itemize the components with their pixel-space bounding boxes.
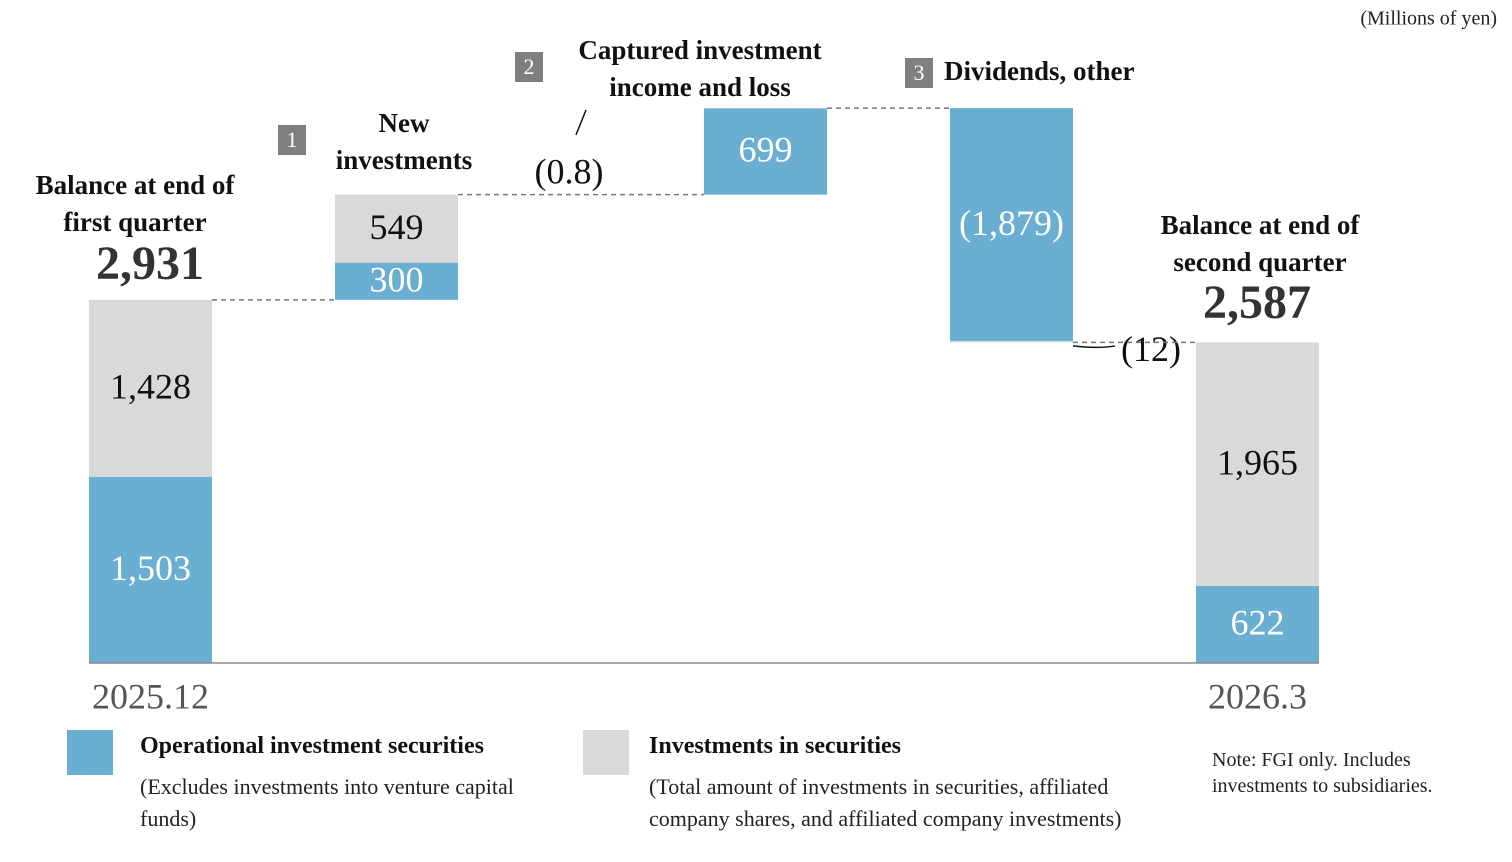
legend-description: (Excludes investments into venture capit… [140,774,514,831]
value-label: 1,428 [110,367,191,407]
column-title: Dividends, other [944,56,1135,86]
legend-swatch [583,730,629,775]
step-number: 2 [524,54,535,79]
value-label: 699 [739,130,793,170]
column-title: Balance at end of first quarter [35,170,235,237]
step-number: 1 [287,127,298,152]
bar-segment [335,194,458,263]
x-tick-label: 2026.3 [1208,676,1307,716]
bar-segment [950,108,1073,341]
value-label: (12) [1121,329,1181,369]
bar-segment [1196,342,1319,586]
legend-name: Operational investment securities [140,733,484,759]
value-label: (0.8) [535,151,604,191]
bar-segment [89,476,212,663]
bar-segment [1196,585,1319,663]
leader-line [575,109,587,136]
legend-swatch [67,730,113,775]
leader-line [1072,345,1116,349]
bar-segment [950,340,1073,343]
value-label: 622 [1231,603,1285,643]
value-label: 1,965 [1217,442,1298,482]
total-label: 2,931 [96,237,204,290]
total-label: 2,587 [1203,276,1311,329]
note: Note: FGI only. Includes investments to … [1212,749,1433,797]
unit-label: (Millions of yen) [1360,8,1497,30]
value-label: 300 [370,259,424,299]
column-title: New investments [335,108,473,175]
legend-description: (Total amount of investments in securiti… [649,774,1122,831]
column-title: Balance at end of second quarter [1160,210,1360,277]
step-number: 3 [914,60,925,85]
column-title: Captured investment income and loss [578,35,822,102]
bar-segment [704,108,827,195]
value-label: (1,879) [959,203,1064,243]
step-badge [905,58,933,88]
bar-segment [704,108,827,109]
value-label: 1,503 [110,548,191,588]
bar-segment [335,262,458,300]
x-tick-label: 2025.12 [92,676,209,716]
legend-name: Investments in securities [649,733,901,759]
step-badge [515,52,543,82]
step-badge [278,125,306,155]
value-label: 549 [370,207,424,247]
bar-segment [89,299,212,477]
